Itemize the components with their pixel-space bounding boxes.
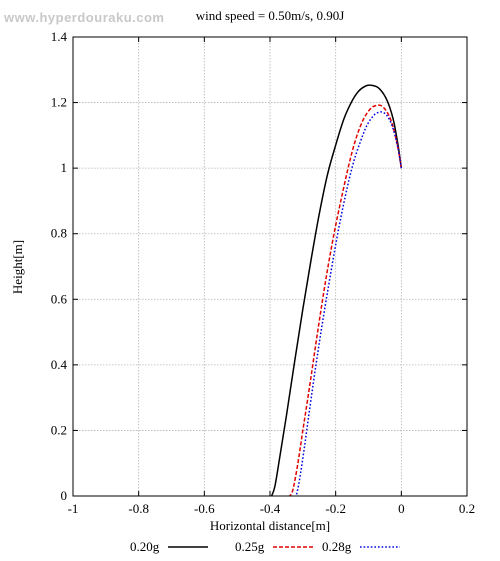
x-axis-title: Horizontal distance[m]	[210, 518, 330, 533]
series-line-3	[295, 111, 403, 497]
series-line-2	[289, 104, 403, 497]
legend-label-2: 0.25g	[235, 539, 265, 554]
y-tick-label: 0.4	[51, 357, 68, 372]
y-tick-label: 0	[61, 488, 68, 503]
x-tick-label: -0.8	[128, 501, 149, 516]
y-tick-label: 0.8	[51, 226, 67, 241]
x-tick-label: -0.2	[325, 501, 346, 516]
y-tick-label: 1.4	[51, 29, 68, 44]
legend-label-3: 0.28g	[322, 539, 352, 554]
x-tick-label: -0.4	[260, 501, 281, 516]
y-tick-label: 0.6	[51, 291, 68, 306]
x-tick-label: 0.2	[459, 501, 475, 516]
x-tick-label: 0	[398, 501, 405, 516]
series-line-1	[270, 84, 403, 497]
series-lines	[270, 84, 403, 497]
grid	[72, 36, 468, 497]
x-tick-label: -0.6	[194, 501, 215, 516]
y-tick-label: 1.2	[51, 95, 67, 110]
x-tick-label: -1	[68, 501, 79, 516]
axis-ticks: -1 -0.8 -0.6 -0.4 -0.2 0 0.2 0 0.2 0.4 0.6 0.8 1 1.2 1…	[51, 29, 475, 516]
legend-label-1: 0.20g	[130, 539, 160, 554]
chart-title: wind speed = 0.50m/s, 0.90J	[196, 8, 345, 23]
y-axis-title: Height[m]	[10, 240, 25, 294]
watermark-text: www.hyperdouraku.com	[3, 10, 165, 25]
legend: 0.20g 0.25g 0.28g	[130, 539, 400, 554]
y-tick-label: 1	[61, 160, 68, 175]
y-tick-label: 0.2	[51, 422, 67, 437]
